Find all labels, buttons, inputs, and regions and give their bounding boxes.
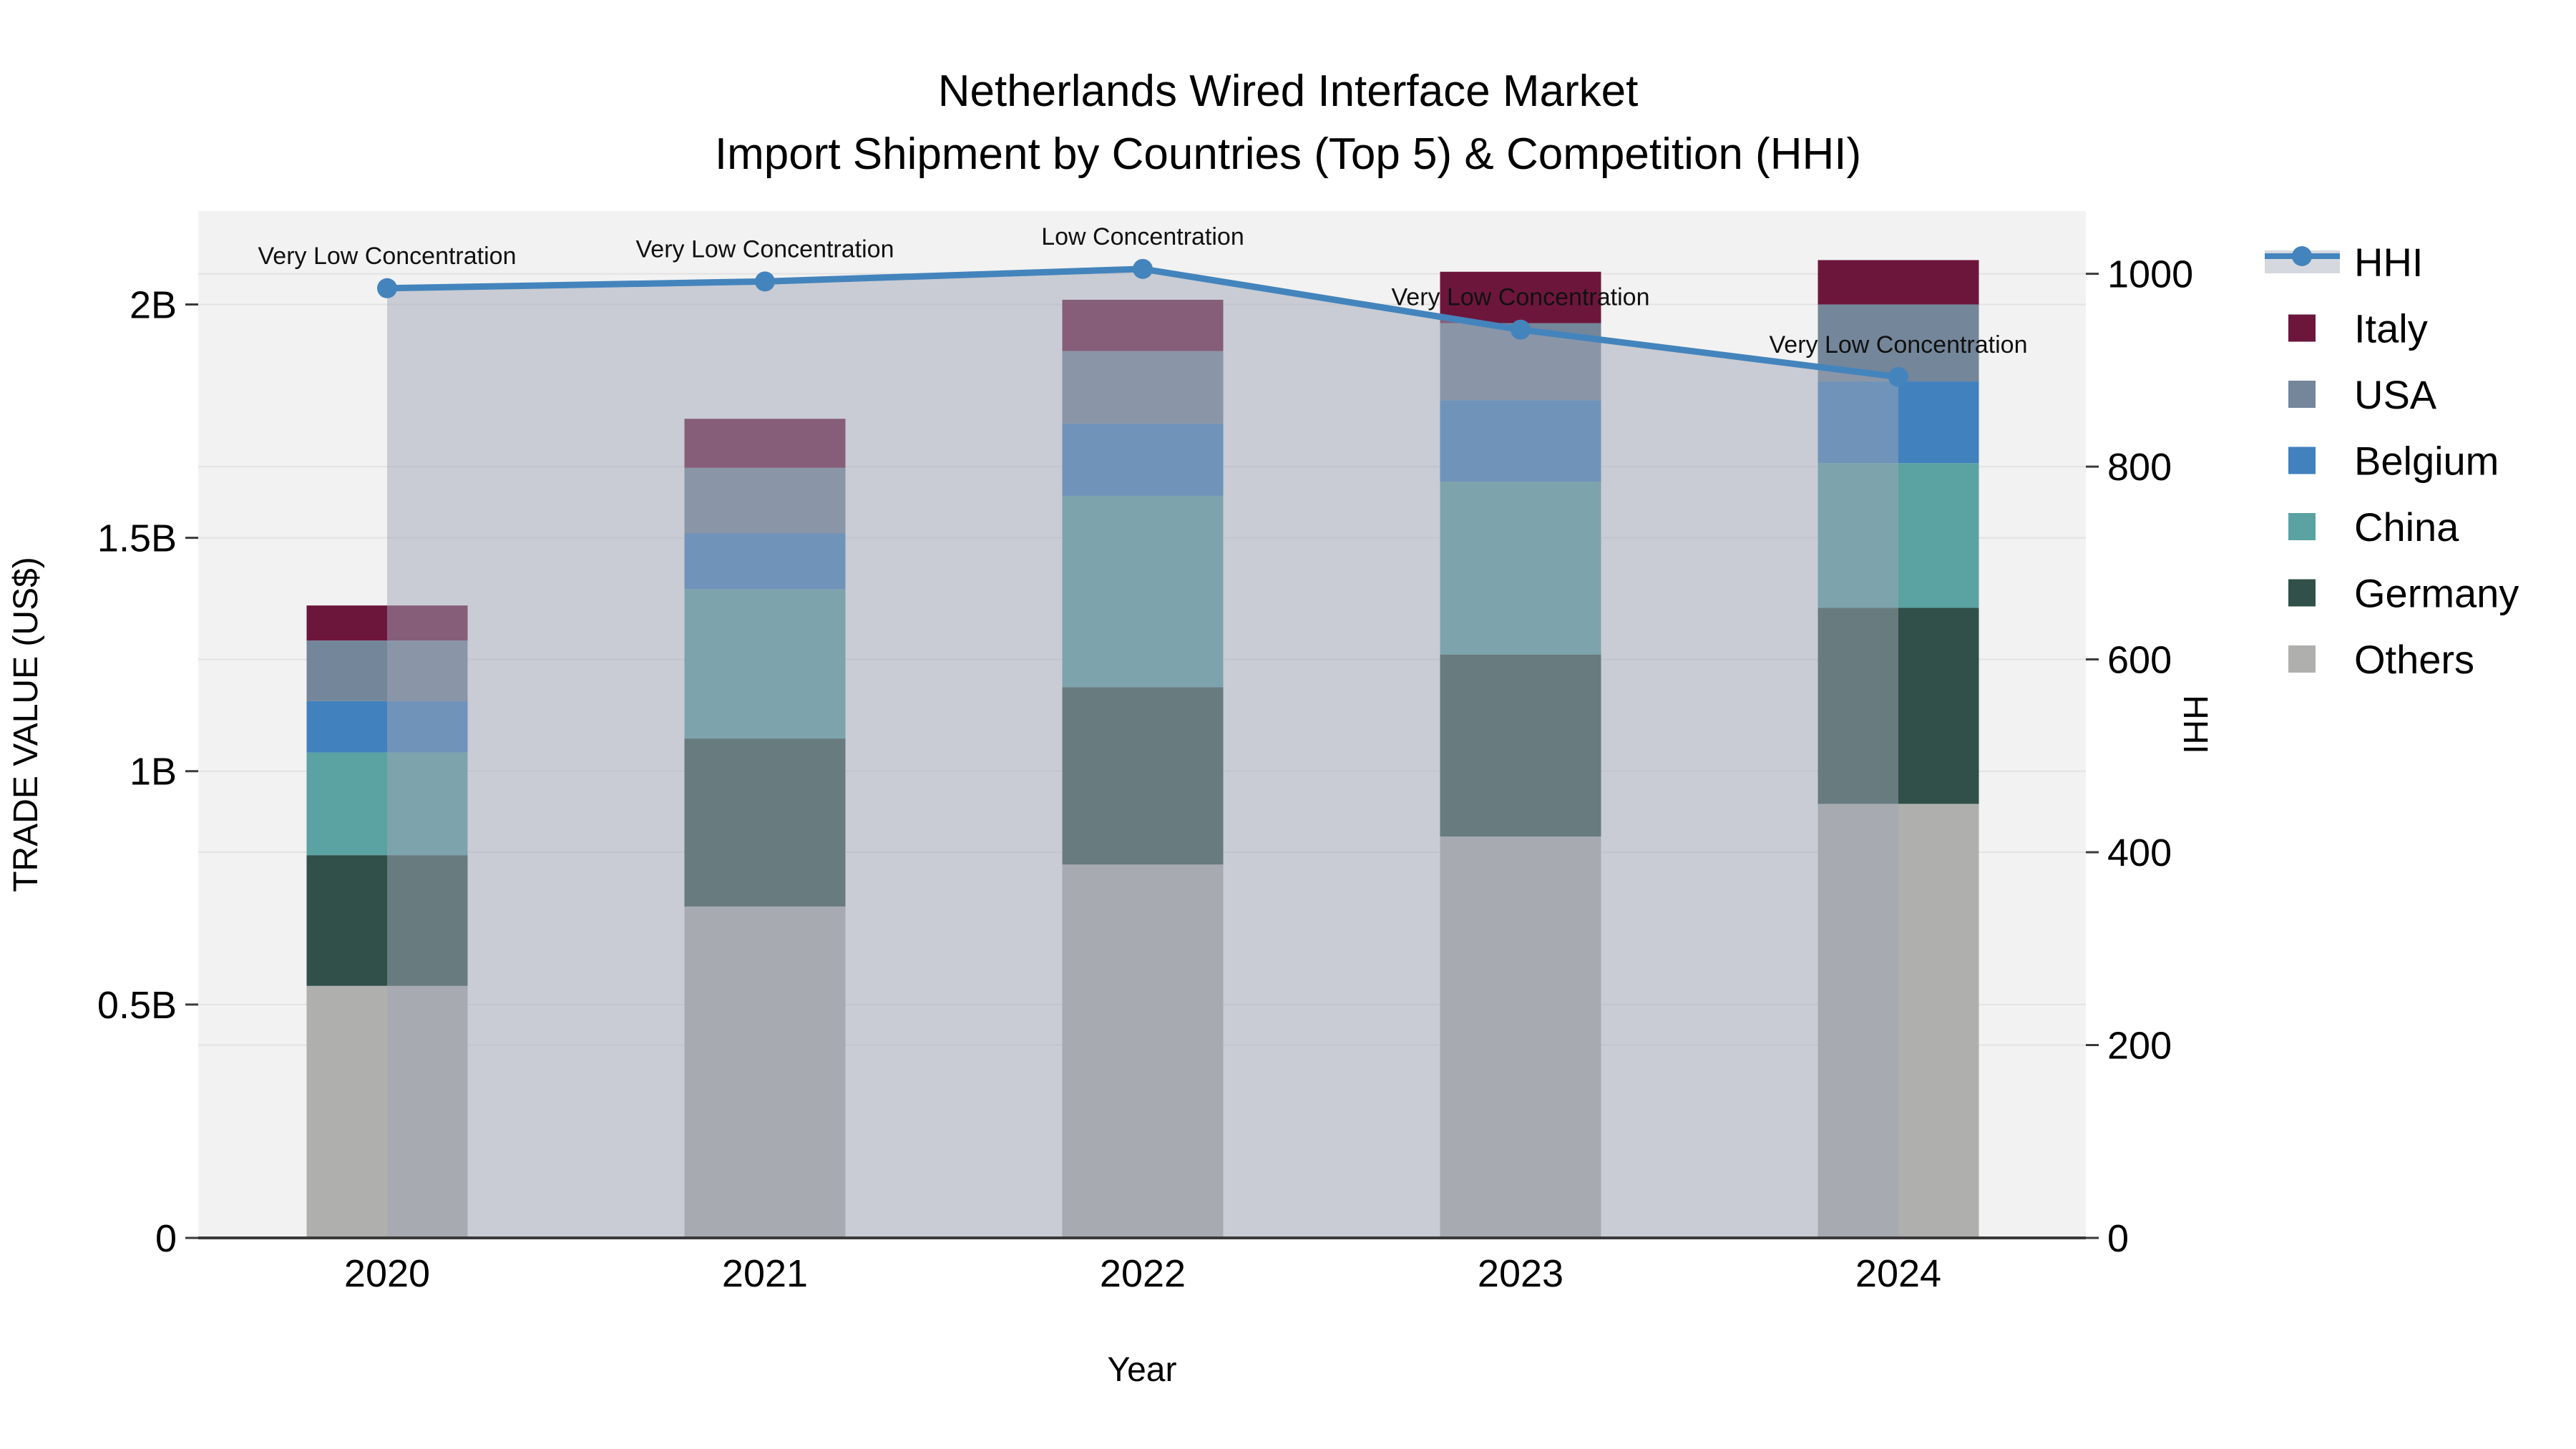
y-right-axis-title: HHI bbox=[2176, 695, 2214, 754]
hhi-marker-2021[interactable] bbox=[755, 271, 775, 292]
y-left-tick-label: 1B bbox=[130, 751, 177, 794]
legend-label-hhi[interactable]: HHI bbox=[2354, 240, 2423, 285]
legend-label-china[interactable]: China bbox=[2354, 504, 2459, 550]
legend-swatch-china[interactable] bbox=[2288, 513, 2316, 540]
hhi-marker-2022[interactable] bbox=[1133, 258, 1153, 279]
legend-swatch-italy[interactable] bbox=[2288, 314, 2316, 342]
x-tick-2022[interactable]: 2022 bbox=[1100, 1252, 1186, 1295]
y-right-tick-label: 600 bbox=[2107, 639, 2172, 682]
legend-label-others[interactable]: Others bbox=[2354, 637, 2474, 682]
y-right-tick-label: 1000 bbox=[2107, 253, 2193, 296]
legend-label-usa[interactable]: USA bbox=[2354, 372, 2437, 417]
y-left-tick-label: 0 bbox=[155, 1217, 177, 1260]
legend-label-belgium[interactable]: Belgium bbox=[2354, 439, 2499, 484]
hhi-marker-2024[interactable] bbox=[1888, 366, 1908, 387]
bar-segment-italy-2024[interactable] bbox=[1818, 260, 1979, 305]
annotation-2022: Low Concentration bbox=[1041, 223, 1244, 250]
annotation-2024: Very Low Concentration bbox=[1770, 331, 2028, 358]
annotation-2021: Very Low Concentration bbox=[636, 235, 894, 263]
y-right-tick-label: 0 bbox=[2107, 1217, 2129, 1260]
hhi-area-fill bbox=[387, 268, 1898, 1238]
legend-swatch-belgium[interactable] bbox=[2288, 447, 2316, 474]
x-tick-2021[interactable]: 2021 bbox=[722, 1252, 808, 1295]
y-left-tick-label: 0.5B bbox=[97, 984, 177, 1027]
y-right-tick-label: 800 bbox=[2107, 446, 2172, 489]
legend-swatch-others[interactable] bbox=[2288, 645, 2316, 673]
chart-title-line2: Import Shipment by Countries (Top 5) & C… bbox=[715, 130, 1861, 179]
legend-hhi-marker[interactable] bbox=[2292, 246, 2312, 266]
legend-label-germany[interactable]: Germany bbox=[2354, 571, 2519, 616]
annotation-2020: Very Low Concentration bbox=[258, 243, 517, 270]
legend-label-italy[interactable]: Italy bbox=[2354, 306, 2428, 351]
y-left-axis-title: TRADE VALUE (US$) bbox=[7, 557, 45, 892]
hhi-marker-2020[interactable] bbox=[377, 278, 397, 298]
hhi-marker-2023[interactable] bbox=[1511, 319, 1531, 340]
x-tick-2020[interactable]: 2020 bbox=[344, 1252, 430, 1295]
chart-title-line1: Netherlands Wired Interface Market bbox=[938, 67, 1639, 116]
x-tick-2024[interactable]: 2024 bbox=[1855, 1252, 1941, 1295]
legend-swatch-usa[interactable] bbox=[2288, 381, 2316, 408]
y-right-tick-label: 200 bbox=[2107, 1025, 2172, 1068]
annotation-2023: Very Low Concentration bbox=[1392, 284, 1650, 311]
x-tick-2023[interactable]: 2023 bbox=[1478, 1252, 1563, 1295]
y-left-tick-label: 1.5B bbox=[97, 517, 177, 560]
y-right-tick-label: 400 bbox=[2107, 831, 2172, 874]
x-axis-title: Year bbox=[1108, 1351, 1177, 1389]
y-left-tick-label: 2B bbox=[130, 283, 177, 326]
bar-segment-italy-2023[interactable] bbox=[1440, 271, 1601, 323]
legend-swatch-germany[interactable] bbox=[2288, 579, 2316, 607]
